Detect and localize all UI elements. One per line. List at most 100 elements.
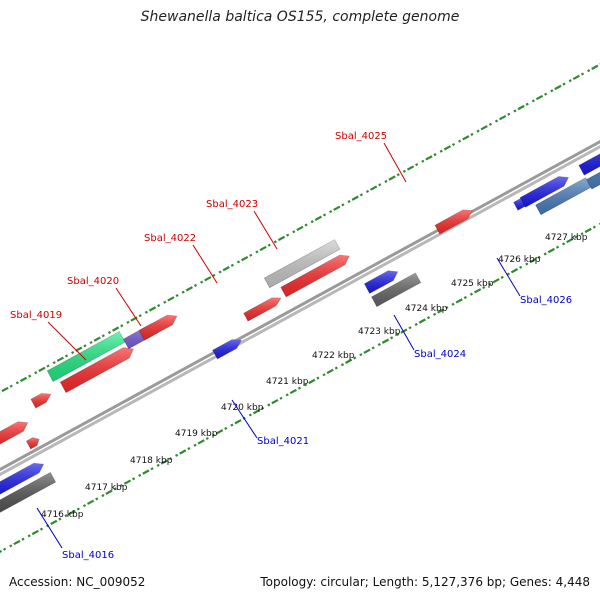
reverse-gene-label[interactable]: Sbal_4024 — [414, 349, 466, 360]
forward-gene-label[interactable]: Sbal_4019 — [10, 310, 62, 321]
guide-dot — [414, 322, 418, 326]
guide-dot — [279, 396, 283, 400]
guide-dot — [433, 312, 437, 316]
guide-dot — [574, 235, 578, 239]
guide-dot — [261, 406, 265, 410]
guide-dot — [492, 278, 500, 284]
guide-dot — [543, 252, 547, 256]
guide-dot — [187, 447, 191, 451]
reverse-gene-label[interactable]: Sbal_4016 — [62, 550, 114, 561]
guide-dot — [193, 443, 197, 447]
guide-dot — [544, 92, 548, 96]
guide-dot — [216, 429, 224, 435]
guide-dot — [408, 326, 412, 330]
forward-gene-label[interactable]: Sbal_4022 — [144, 233, 196, 244]
guide-dot — [105, 489, 113, 495]
guide-dot — [308, 378, 316, 385]
guide-dot — [95, 497, 99, 501]
guide-dot — [513, 109, 517, 113]
guide-dot — [482, 285, 486, 290]
label-leader-line — [393, 314, 415, 351]
guide-dot — [554, 84, 562, 91]
guide-dot — [150, 467, 154, 471]
gene-feature-shade — [60, 347, 134, 393]
guide-dot — [101, 494, 105, 498]
label-leader-line — [383, 142, 407, 183]
guide-dot — [322, 213, 327, 217]
gene-feature-shade — [0, 472, 56, 513]
guide-dot — [89, 340, 93, 345]
forward-gene-label[interactable]: Sbal_4025 — [335, 131, 387, 142]
guide-dot — [142, 469, 150, 475]
guide-dot — [200, 280, 204, 284]
guide-dot — [463, 296, 467, 300]
guide-dot — [562, 82, 566, 86]
guide-dot — [82, 504, 87, 508]
guide-dot — [462, 135, 470, 141]
forward-gene-label[interactable]: Sbal_4023 — [206, 199, 258, 210]
guide-dot — [537, 255, 541, 259]
guide-dot — [296, 225, 304, 232]
genome-summary-text: Topology: circular; Length: 5,127,376 bp… — [260, 575, 590, 589]
guide-dot — [494, 119, 499, 123]
guide-dot — [277, 235, 286, 242]
guide-dot — [433, 153, 437, 157]
guide-dot — [175, 293, 179, 298]
guide-dot — [507, 112, 511, 116]
gene-feature-shade — [586, 172, 600, 190]
guide-dot — [138, 473, 142, 477]
guide-dot — [255, 250, 259, 254]
guide-dot — [531, 99, 535, 103]
guide-dot — [112, 326, 120, 332]
guide-dot — [469, 292, 474, 296]
guide-dot — [547, 247, 555, 254]
guide-dot — [381, 338, 390, 344]
guide-dot — [506, 272, 510, 276]
gene-feature-shade — [264, 239, 340, 288]
reverse-gene-label[interactable]: Sbal_4021 — [257, 436, 309, 447]
guide-dot — [329, 210, 333, 214]
guide-dot — [168, 457, 173, 461]
guide-dot — [259, 245, 267, 252]
guide-dot — [273, 240, 277, 244]
kbp-tick-label: 4727 kbp — [545, 233, 588, 243]
guide-dot — [535, 94, 544, 101]
guide-dot — [396, 173, 400, 177]
guide-dot — [443, 145, 451, 151]
guide-dot — [38, 366, 46, 372]
guide-dot — [27, 534, 31, 538]
guide-dot — [304, 223, 308, 227]
guide-dot — [580, 232, 584, 236]
guide-dot — [388, 175, 396, 181]
guide-dot — [87, 499, 95, 505]
guide-dot — [445, 306, 449, 310]
guide-dot — [297, 386, 302, 390]
guide-dot — [377, 342, 381, 347]
gene-features — [0, 153, 600, 513]
guide-dot — [470, 132, 474, 136]
guide-dot — [439, 149, 443, 153]
kbp-tick-label: 4726 kbp — [498, 255, 541, 265]
kbp-ticks: 4716 kbp 4717 kbp 4718 kbp 4719 kbp 4720 kbp… — [41, 233, 588, 520]
guide-dot — [322, 373, 326, 377]
guide-dot — [52, 361, 56, 365]
guide-dot — [406, 165, 415, 171]
guide-dot — [378, 183, 382, 187]
guide-dot — [148, 306, 157, 312]
guide-dot — [236, 260, 241, 264]
gene-feature-shade — [520, 176, 569, 208]
guide-dot — [241, 255, 249, 262]
guide-dot — [157, 304, 161, 308]
guide-dot — [458, 139, 462, 143]
guide-dot — [550, 89, 554, 93]
gene-labels: Sbal_4019 Sbal_4020 Sbal_4022 Sbal_4023 Sbal… — [10, 131, 572, 561]
guide-dot — [248, 413, 252, 417]
guide-dot — [341, 203, 345, 207]
guide-dot — [205, 436, 209, 441]
reverse-gene-label[interactable]: Sbal_4026 — [520, 295, 572, 306]
guide-dot — [107, 330, 112, 334]
guide-dot — [370, 185, 378, 191]
forward-gene-label[interactable]: Sbal_4020 — [67, 276, 119, 287]
guide-dot — [3, 547, 7, 551]
